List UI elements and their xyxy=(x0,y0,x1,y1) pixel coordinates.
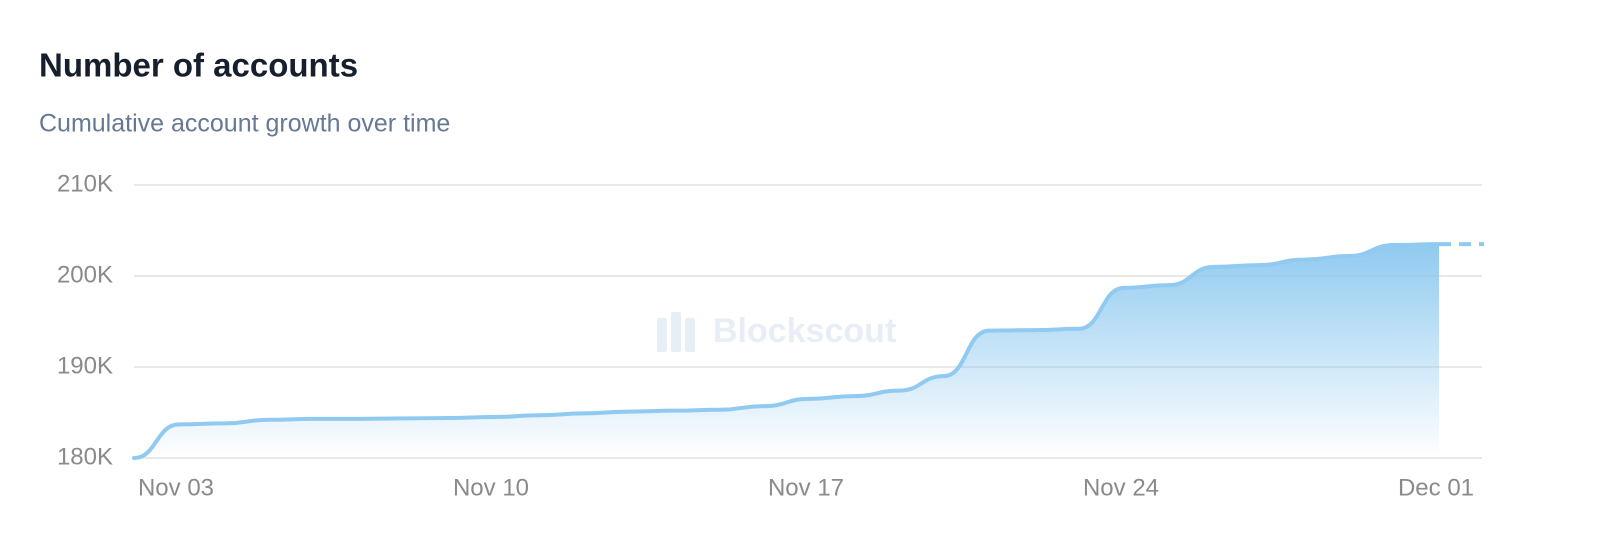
area-fill xyxy=(134,244,1439,458)
watermark-icon xyxy=(685,318,695,352)
x-tick-label: Dec 01 xyxy=(1398,474,1474,501)
chart-subtitle: Cumulative account growth over time xyxy=(39,110,450,138)
y-tick-label: 210K xyxy=(57,170,113,197)
y-tick-label: 180K xyxy=(57,443,113,470)
x-tick-label: Nov 24 xyxy=(1083,474,1159,501)
watermark-icon xyxy=(671,312,681,352)
y-tick-label: 200K xyxy=(57,261,113,288)
watermark-text: Blockscout xyxy=(713,312,896,350)
line xyxy=(132,242,1441,460)
x-tick-label: Nov 10 xyxy=(453,474,529,501)
chart-title: Number of accounts xyxy=(39,47,358,84)
watermark: Blockscout xyxy=(657,312,896,352)
x-tick-label: Nov 03 xyxy=(138,474,214,501)
watermark-icon xyxy=(657,318,667,352)
x-tick-label: Nov 17 xyxy=(768,474,844,501)
y-tick-label: 190K xyxy=(57,352,113,379)
